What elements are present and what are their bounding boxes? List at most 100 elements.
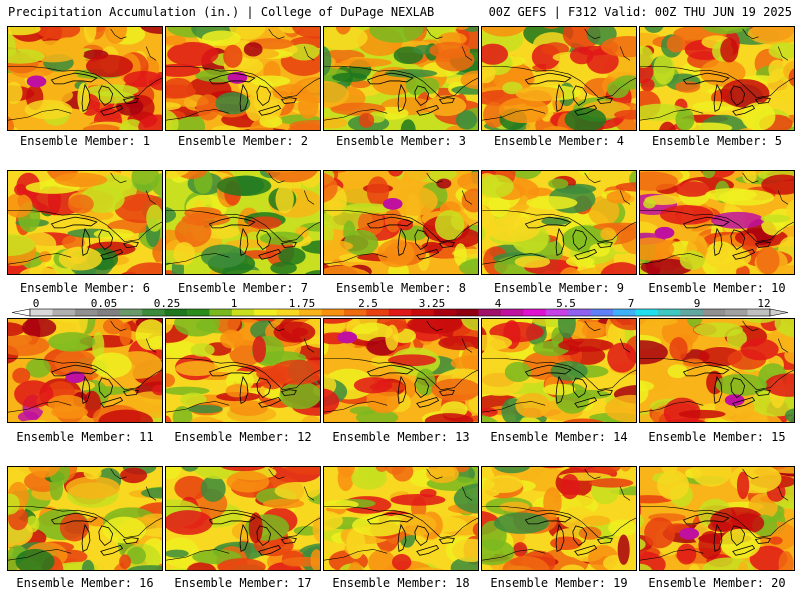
- precip-field-map: [8, 467, 162, 570]
- precip-field-map: [482, 319, 636, 422]
- precip-blob: [640, 380, 655, 393]
- precip-blob: [769, 536, 783, 545]
- precip-blob: [119, 554, 132, 569]
- precip-blob: [774, 319, 794, 338]
- precip-blob: [482, 226, 486, 242]
- precip-blob: [644, 517, 676, 549]
- precip-blob: [643, 198, 656, 209]
- precip-blob: [324, 173, 338, 203]
- precip-blob: [399, 513, 437, 536]
- heavy-precip-core: [337, 331, 358, 344]
- precip-blob: [330, 102, 386, 116]
- precip-blob: [12, 367, 31, 384]
- precip-blob: [324, 510, 343, 531]
- precip-blob: [77, 82, 90, 114]
- precip-blob: [247, 216, 282, 230]
- colorbar-swatch: [52, 309, 76, 316]
- political-borders: [324, 468, 478, 561]
- colorbar-swatch: [545, 309, 569, 316]
- precip-blob: [279, 381, 320, 410]
- precip-blob: [190, 343, 215, 357]
- colorbar-swatch: [411, 309, 435, 316]
- precip-blob: [102, 319, 125, 335]
- precip-blob: [58, 246, 103, 271]
- precip-blob: [291, 27, 320, 40]
- precip-blob: [669, 337, 688, 361]
- precip-blob: [560, 564, 585, 570]
- precip-blob: [407, 319, 463, 334]
- precip-blob: [426, 467, 459, 484]
- precip-blob: [526, 196, 578, 210]
- precip-blob: [174, 475, 208, 501]
- precip-blob: [352, 514, 406, 537]
- precip-blob: [278, 247, 306, 265]
- colorbar-swatch: [657, 309, 681, 316]
- colorbar-tick-label: 4: [494, 297, 502, 310]
- precip-blob: [250, 75, 291, 87]
- colorbar-tick-label: 1.75: [288, 297, 316, 310]
- precip-blob: [614, 109, 636, 120]
- precip-blob: [515, 392, 551, 419]
- precip-blob: [229, 400, 268, 416]
- precip-blob: [211, 125, 241, 130]
- precip-blob: [482, 334, 513, 351]
- colorbar-tick-label: 5.5: [556, 297, 576, 310]
- precip-blob: [683, 358, 704, 367]
- member-caption: Ensemble Member: 5: [651, 134, 783, 148]
- precip-blob: [48, 332, 96, 352]
- great-lakes-outline: [682, 364, 771, 408]
- precip-blob: [564, 107, 607, 130]
- precip-blob: [301, 415, 320, 422]
- precip-blob: [693, 322, 743, 338]
- precip-blob: [173, 242, 195, 266]
- precip-blob: [740, 338, 779, 361]
- member-caption: Ensemble Member: 7: [177, 281, 309, 295]
- colorbar-min-arrow: [11, 308, 31, 317]
- precip-blob: [776, 90, 794, 105]
- precip-blob: [698, 530, 723, 560]
- precip-blob: [202, 224, 240, 239]
- precip-field-map: [482, 467, 636, 570]
- political-borders: [482, 320, 636, 413]
- precip-blob: [615, 182, 636, 192]
- political-borders: [166, 28, 320, 121]
- precip-blob: [172, 406, 193, 422]
- precip-blob: [21, 319, 57, 338]
- precip-blob: [720, 528, 761, 559]
- great-lakes-outline: [50, 512, 139, 556]
- precip-blob: [731, 513, 765, 534]
- great-lakes-outline: [524, 364, 613, 408]
- precip-field-map: [640, 27, 794, 130]
- colorbar-tick-label: 9: [693, 297, 701, 310]
- member-caption: Ensemble Member: 17: [174, 576, 312, 590]
- great-lakes-outline: [366, 512, 455, 556]
- precip-blob: [472, 522, 478, 537]
- precip-blob: [353, 377, 393, 394]
- member-caption: Ensemble Member: 12: [174, 430, 312, 444]
- precip-blob: [387, 354, 437, 367]
- precip-blob: [640, 538, 646, 551]
- great-lakes-outline: [50, 216, 139, 260]
- precip-blob: [8, 322, 25, 337]
- precip-blob: [749, 545, 788, 570]
- precip-blob: [35, 27, 81, 40]
- precip-blob: [102, 516, 147, 544]
- precip-blob: [609, 319, 636, 331]
- precip-blob: [350, 80, 371, 89]
- political-borders: [8, 28, 162, 121]
- precip-blob: [324, 46, 332, 76]
- precip-blob: [589, 478, 634, 488]
- precip-blob: [485, 216, 541, 242]
- member-map-panel: [165, 26, 321, 131]
- precip-blob: [578, 526, 602, 540]
- colorbar-tick-label: 0.05: [90, 297, 118, 310]
- precip-blob: [543, 383, 576, 396]
- precip-blob: [189, 416, 220, 422]
- precip-field-map: [8, 171, 162, 274]
- precip-blob: [542, 126, 570, 130]
- precip-blob: [217, 175, 272, 197]
- precip-field-map: [482, 27, 636, 130]
- precip-blob: [146, 204, 162, 232]
- precip-blob: [140, 487, 162, 499]
- precip-blob: [166, 171, 189, 179]
